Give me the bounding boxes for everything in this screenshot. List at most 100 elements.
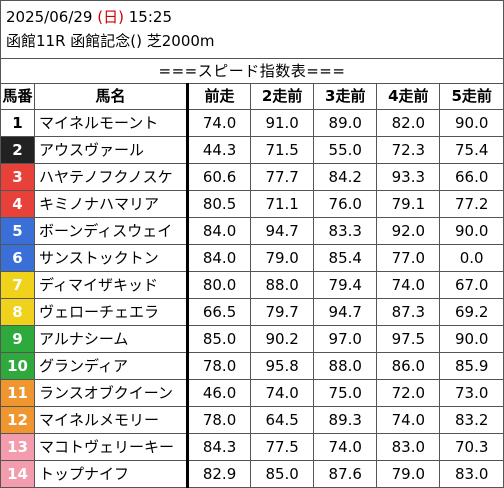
speed-race2: 64.5 (250, 406, 315, 434)
speed-race2: 71.1 (250, 190, 315, 218)
speed-race3: 88.0 (313, 352, 378, 380)
speed-race1: 78.0 (186, 406, 252, 434)
speed-race3: 84.2 (313, 163, 378, 191)
speed-race5: 75.4 (439, 136, 503, 164)
speed-race3: 97.0 (313, 325, 378, 353)
horse-number: 2 (1, 136, 35, 164)
speed-race5: 73.0 (439, 379, 503, 407)
horse-number: 1 (1, 109, 35, 137)
horse-name: アウスヴァール (34, 136, 189, 164)
col-header-race3: 3走前 (313, 83, 378, 110)
horse-name: ランスオブクイーン (34, 379, 189, 407)
table-row: 12 マイネルメモリー 78.0 64.5 89.3 74.0 83.2 (1, 406, 503, 434)
speed-race5: 85.9 (439, 352, 503, 380)
col-header-race1: 前走 (186, 83, 252, 110)
speed-race4: 72.3 (376, 136, 441, 164)
speed-race3: 85.4 (313, 244, 378, 272)
horse-name: ディマイザキッド (34, 271, 189, 299)
table-row: 13 マコトヴェリーキー 84.3 77.5 74.0 83.0 70.3 (1, 433, 503, 461)
horse-name: マイネルメモリー (34, 406, 189, 434)
speed-race4: 79.1 (376, 190, 441, 218)
speed-race1: 66.5 (186, 298, 252, 326)
speed-race4: 82.0 (376, 109, 441, 137)
speed-race5: 83.0 (439, 460, 503, 488)
speed-race4: 77.0 (376, 244, 441, 272)
speed-race1: 80.5 (186, 190, 252, 218)
speed-race2: 90.2 (250, 325, 315, 353)
table-row: 7 ディマイザキッド 80.0 88.0 79.4 74.0 67.0 (1, 271, 503, 299)
speed-race5: 0.0 (439, 244, 503, 272)
speed-race4: 79.0 (376, 460, 441, 488)
horse-number: 6 (1, 244, 35, 272)
col-header-name: 馬名 (34, 83, 189, 110)
weekday-text: (日) (97, 8, 124, 26)
horse-name: サンストックトン (34, 244, 189, 272)
speed-race2: 94.7 (250, 217, 315, 245)
speed-race1: 78.0 (186, 352, 252, 380)
speed-race4: 74.0 (376, 406, 441, 434)
horse-number: 10 (1, 352, 35, 380)
table-row: 9 アルナシーム 85.0 90.2 97.0 97.5 90.0 (1, 325, 503, 353)
speed-race1: 85.0 (186, 325, 252, 353)
horse-name: トップナイフ (34, 460, 189, 488)
horse-name: マイネルモーント (34, 109, 189, 137)
speed-race3: 74.0 (313, 433, 378, 461)
speed-race3: 79.4 (313, 271, 378, 299)
speed-race5: 83.2 (439, 406, 503, 434)
speed-race2: 91.0 (250, 109, 315, 137)
speed-race1: 60.6 (186, 163, 252, 191)
speed-race4: 93.3 (376, 163, 441, 191)
speed-race5: 90.0 (439, 217, 503, 245)
horse-name: アルナシーム (34, 325, 189, 353)
speed-index-table: 馬番 馬名 前走 2走前 3走前 4走前 5走前 1 マイネルモーント 74.0 91… (1, 83, 503, 488)
table-row: 8 ヴェローチェエラ 66.5 79.7 94.7 87.3 69.2 (1, 298, 503, 326)
speed-race2: 95.8 (250, 352, 315, 380)
speed-race5: 90.0 (439, 325, 503, 353)
speed-race5: 66.0 (439, 163, 503, 191)
table-row: 1 マイネルモーント 74.0 91.0 89.0 82.0 90.0 (1, 109, 503, 137)
datetime-line: 2025/06/29 (日) 15:25 (6, 7, 172, 27)
horse-name: マコトヴェリーキー (34, 433, 189, 461)
speed-race1: 84.0 (186, 217, 252, 245)
horse-number: 7 (1, 271, 35, 299)
speed-race1: 44.3 (186, 136, 252, 164)
speed-race2: 79.0 (250, 244, 315, 272)
table-header-row: 馬番 馬名 前走 2走前 3走前 4走前 5走前 (1, 83, 503, 110)
table-title: ===スピード指数表=== (1, 58, 503, 84)
horse-number: 13 (1, 433, 35, 461)
speed-race5: 69.2 (439, 298, 503, 326)
speed-race4: 74.0 (376, 271, 441, 299)
speed-race1: 74.0 (186, 109, 252, 137)
horse-number: 8 (1, 298, 35, 326)
table-row: 4 キミノナハマリア 80.5 71.1 76.0 79.1 77.2 (1, 190, 503, 218)
race-info: 函館11R 函館記念() 芝2000m (6, 32, 215, 50)
horse-number: 9 (1, 325, 35, 353)
table-row: 5 ボーンディスウェイ 84.0 94.7 83.3 92.0 90.0 (1, 217, 503, 245)
speed-race5: 77.2 (439, 190, 503, 218)
speed-race1: 46.0 (186, 379, 252, 407)
table-row: 11 ランスオブクイーン 46.0 74.0 75.0 72.0 73.0 (1, 379, 503, 407)
speed-race2: 71.5 (250, 136, 315, 164)
horse-name: ボーンディスウェイ (34, 217, 189, 245)
col-header-race4: 4走前 (376, 83, 441, 110)
speed-race3: 89.0 (313, 109, 378, 137)
horse-number: 14 (1, 460, 35, 488)
speed-race4: 86.0 (376, 352, 441, 380)
speed-race1: 84.0 (186, 244, 252, 272)
speed-race3: 83.3 (313, 217, 378, 245)
speed-race1: 82.9 (186, 460, 252, 488)
speed-race3: 76.0 (313, 190, 378, 218)
date-text: 2025/06/29 (6, 8, 93, 26)
speed-race1: 80.0 (186, 271, 252, 299)
speed-race4: 92.0 (376, 217, 441, 245)
horse-number: 11 (1, 379, 35, 407)
speed-race2: 88.0 (250, 271, 315, 299)
speed-race4: 97.5 (376, 325, 441, 353)
speed-race2: 74.0 (250, 379, 315, 407)
horse-number: 12 (1, 406, 35, 434)
horse-name: ハヤテノフクノスケ (34, 163, 189, 191)
speed-race5: 70.3 (439, 433, 503, 461)
speed-race3: 75.0 (313, 379, 378, 407)
horse-number: 4 (1, 190, 35, 218)
